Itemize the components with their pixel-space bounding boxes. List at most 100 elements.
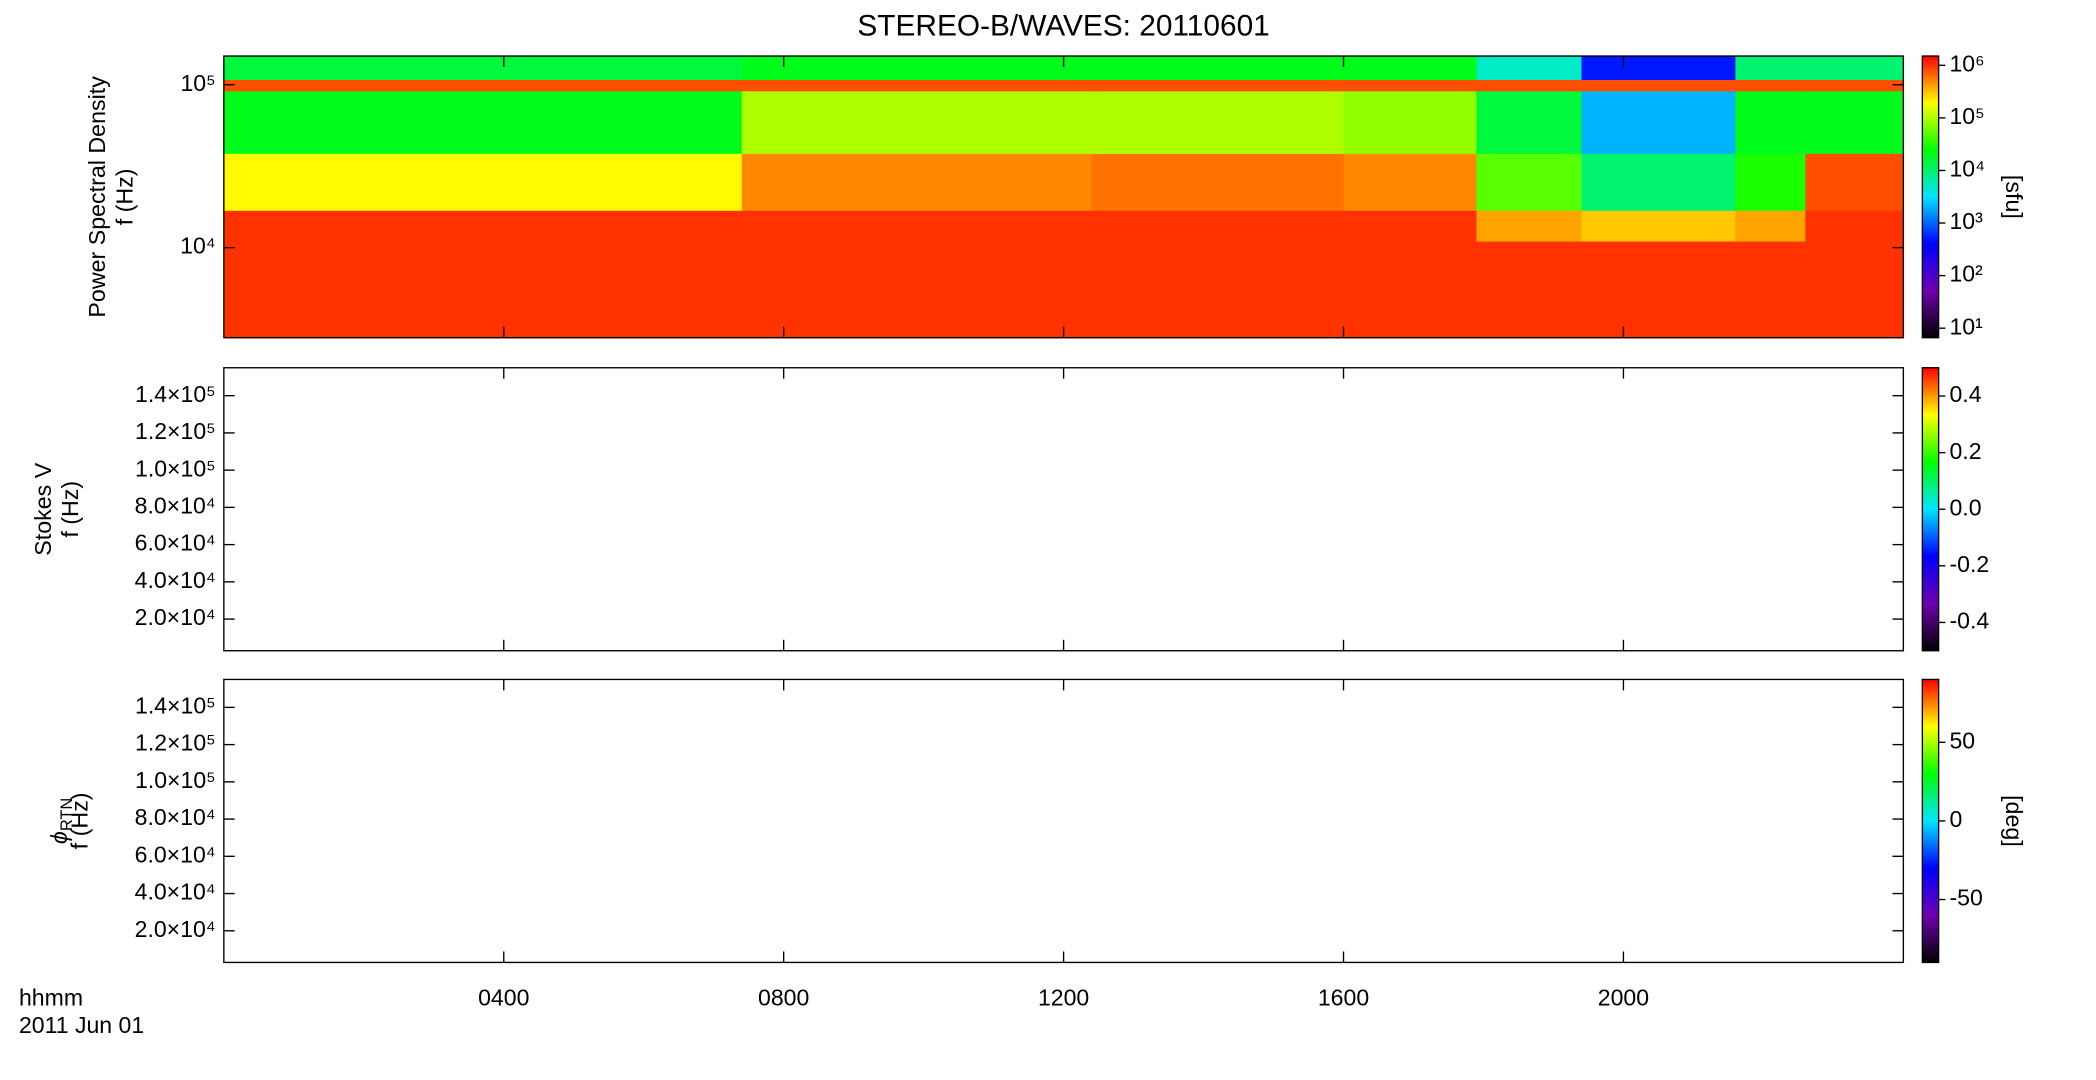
- heatmap-cell: [741, 153, 1093, 211]
- heatmap-cell: [1091, 210, 1345, 242]
- heatmap-cell: [1476, 153, 1583, 211]
- colorbar-tick-label: 0.4: [1949, 381, 1981, 407]
- heatmap-cell: [1735, 79, 1807, 92]
- heatmap-cell: [1581, 240, 1737, 265]
- heatmap-cell: [1581, 263, 1737, 339]
- y-axis-label: Power Spectral Density: [84, 76, 110, 318]
- heatmap-cell: [1091, 263, 1345, 339]
- heatmap-cell: [1805, 240, 1905, 265]
- heatmap-cell: [1091, 240, 1345, 265]
- y-tick-label: 2.0×10⁴: [135, 916, 216, 942]
- heatmap-cell: [1343, 240, 1478, 265]
- heatmap-cell: [223, 153, 743, 211]
- colorbar-tick-label: 10³: [1949, 208, 1983, 234]
- plot-frame: [223, 367, 1905, 652]
- y-tick-label: 8.0×10⁴: [135, 492, 216, 518]
- colorbar-tick-label: 0.0: [1949, 494, 1981, 520]
- heatmap-cell: [1343, 56, 1478, 80]
- y-tick-label: 1.0×10⁵: [135, 767, 216, 793]
- heatmap-cell: [1581, 153, 1737, 211]
- heatmap-cell: [1343, 79, 1478, 92]
- y-axis-label: f (Hz): [57, 481, 83, 538]
- colorbar: [1921, 678, 1940, 964]
- colorbar-tick-label: -0.2: [1949, 551, 1989, 577]
- heatmap-cell: [1735, 153, 1807, 211]
- heatmap-cell: [223, 240, 743, 265]
- y-tick-label: 4.0×10⁴: [135, 879, 216, 905]
- heatmap-cell: [1091, 56, 1345, 80]
- heatmap-cell: [1805, 210, 1905, 242]
- colorbar-tick-label: 10⁵: [1949, 103, 1984, 129]
- heatmap-cell: [223, 210, 743, 242]
- y-tick-label: 8.0×10⁴: [135, 804, 216, 830]
- y-axis-label: ϕRTN: [46, 798, 76, 844]
- plot-frame: [223, 678, 1905, 964]
- heatmap-cell: [1805, 153, 1905, 211]
- colorbar-tick-label: -50: [1949, 885, 1982, 911]
- heatmap-cell: [1476, 79, 1583, 92]
- heatmap-cell: [741, 90, 1093, 154]
- heatmap-cell: [1581, 79, 1737, 92]
- heatmap-cell: [1805, 263, 1905, 339]
- heatmap-cell: [1343, 153, 1478, 211]
- heatmap-cell: [223, 263, 743, 339]
- x-tick-label: 2000: [1598, 984, 1649, 1010]
- heatmap-cell: [1805, 90, 1905, 154]
- heatmap-cell: [1476, 263, 1583, 339]
- heatmap-cell: [1476, 240, 1583, 265]
- colorbar-tick-label: 10¹: [1949, 313, 1983, 339]
- heatmap-cell: [1735, 240, 1807, 265]
- x-tick-label: 1600: [1318, 984, 1369, 1010]
- date-label: 2011 Jun 01: [19, 1012, 144, 1038]
- heatmap-cell: [1476, 90, 1583, 154]
- colorbar: [1921, 367, 1940, 652]
- colorbar-tick-label: 10⁶: [1949, 50, 1984, 76]
- heatmap-cell: [1735, 263, 1807, 339]
- heatmap-cell: [1581, 210, 1737, 242]
- x-tick-label: 0800: [758, 984, 809, 1010]
- heatmap-cell: [1476, 56, 1583, 80]
- heatmap-cell: [741, 56, 1093, 80]
- heatmap-cell: [1343, 90, 1478, 154]
- y-tick-label: 1.4×10⁵: [135, 692, 216, 718]
- colorbar-tick-label: 10²: [1949, 261, 1983, 287]
- y-tick-label: 1.2×10⁵: [135, 418, 216, 444]
- chart-title: STEREO-B/WAVES: 20110601: [857, 9, 1269, 42]
- colorbar-tick-label: 10⁴: [1949, 156, 1985, 182]
- heatmap-cell: [1476, 210, 1583, 242]
- y-tick-label: 6.0×10⁴: [135, 530, 216, 556]
- heatmap-cell: [741, 263, 1093, 339]
- y-label-subscript: RTN: [58, 798, 76, 831]
- heatmap-cell: [1805, 56, 1905, 80]
- colorbar-tick-label: -0.4: [1949, 607, 1989, 633]
- heatmap-cell: [223, 90, 743, 154]
- colorbar-tick-label: 50: [1949, 727, 1975, 753]
- heatmap-cell: [223, 79, 743, 92]
- y-tick-label: 1.0×10⁵: [135, 455, 216, 481]
- y-tick-label: 1.2×10⁵: [135, 730, 216, 756]
- y-label-symbol: ϕ: [46, 831, 72, 844]
- heatmap-cell: [1091, 90, 1345, 154]
- heatmap-cell: [741, 210, 1093, 242]
- heatmap-cell: [1581, 56, 1737, 80]
- heatmap-cell: [1343, 210, 1478, 242]
- heatmap-cell: [1091, 79, 1345, 92]
- colorbar: [1921, 55, 1940, 339]
- y-tick-label: 2.0×10⁴: [135, 604, 216, 630]
- y-tick-label: 1.4×10⁵: [135, 381, 216, 407]
- y-tick-label: 10⁴: [180, 233, 216, 259]
- y-tick-label: 6.0×10⁴: [135, 841, 216, 867]
- colorbar-tick-label: 0.2: [1949, 438, 1981, 464]
- y-axis-label: f (Hz): [67, 793, 93, 850]
- heatmap-cell: [1735, 56, 1807, 80]
- y-tick-label: 10⁵: [180, 70, 215, 96]
- heatmap-cell: [741, 240, 1093, 265]
- colorbar-label: [deg]: [2001, 795, 2027, 847]
- heatmap-cell: [1343, 263, 1478, 339]
- x-tick-label: 1200: [1038, 984, 1089, 1010]
- heatmap-cell: [741, 79, 1093, 92]
- heatmap-cell: [1805, 79, 1905, 92]
- y-axis-label: f (Hz): [111, 168, 137, 225]
